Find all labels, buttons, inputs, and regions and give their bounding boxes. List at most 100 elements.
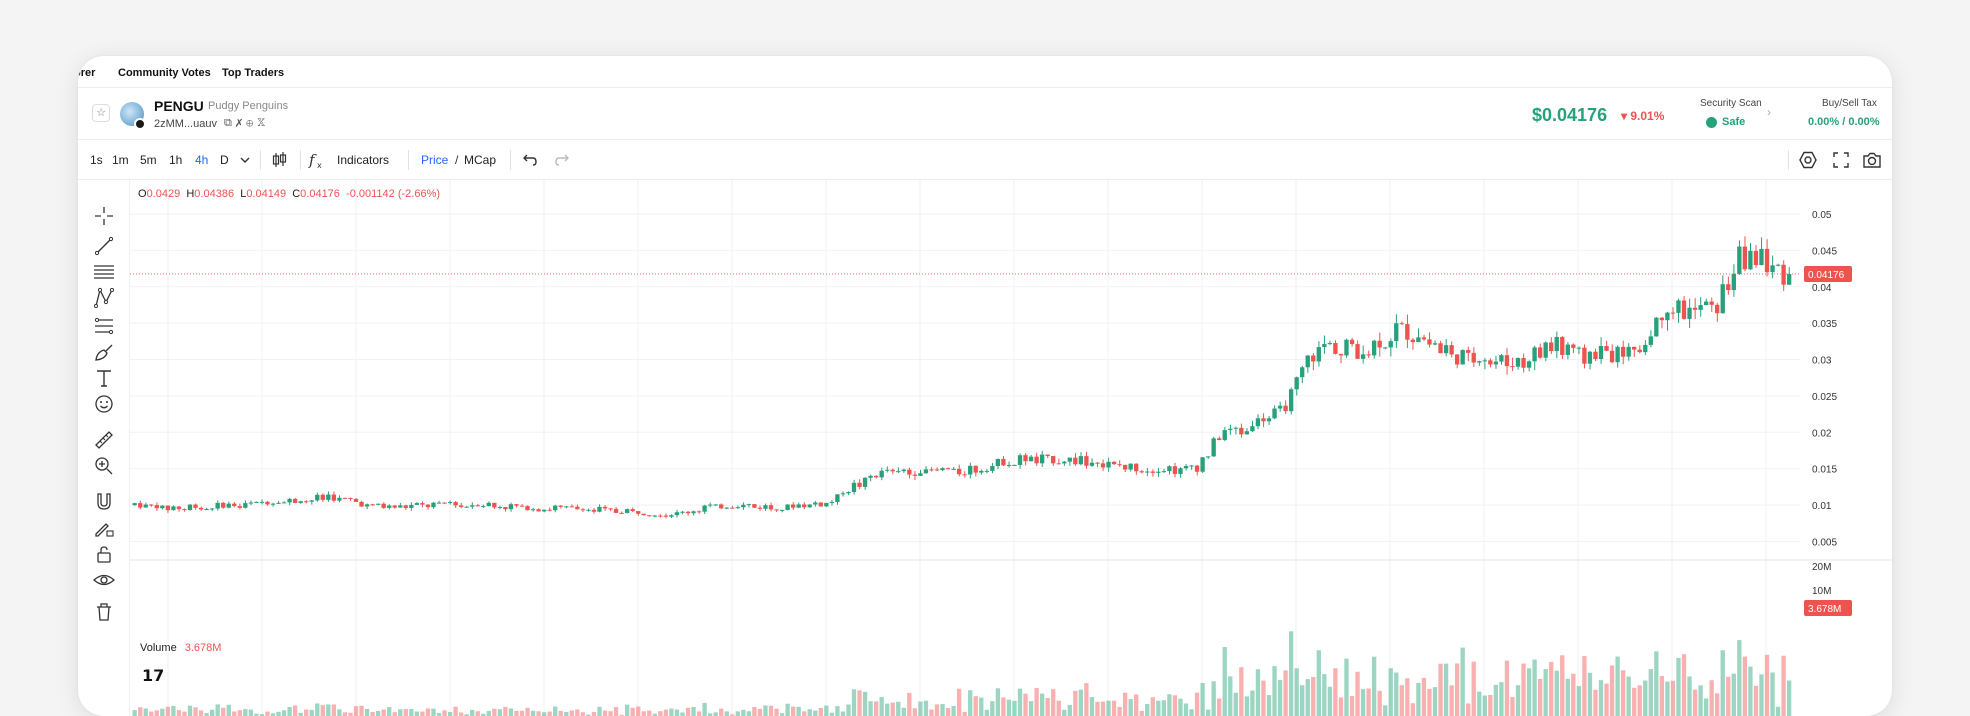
candle-body [691,511,696,514]
volume-bar [1571,673,1576,716]
website-icon[interactable]: ⊕ [246,117,258,129]
volume-bar [1432,687,1438,716]
candle-body [519,505,525,507]
tab-top-traders[interactable]: Top Traders [222,67,285,79]
interval-1s[interactable]: 1s [90,153,103,167]
candle-body [1388,341,1393,348]
candle-body [602,506,608,509]
candle-body [1781,264,1786,285]
price-axis[interactable]: 0.05 0.045 0.04 0.035 0.03 0.025 0.02 0.015 0.01… [1812,210,1837,548]
candle-body [862,477,868,487]
candle-body [315,494,320,501]
candle-body [1100,463,1106,468]
undo-icon[interactable] [518,149,540,171]
volume-bar [541,712,547,716]
interval-1m[interactable]: 1m [112,153,129,167]
trend-line-icon[interactable] [92,234,116,258]
redo-icon[interactable] [552,149,574,171]
candle-body [226,503,231,508]
ruler-icon[interactable] [92,428,116,452]
eye-icon[interactable] [92,568,116,592]
brush-icon[interactable] [92,340,116,364]
magnet-icon[interactable] [92,490,116,514]
volume-bar [796,706,801,716]
volume-bar [1128,699,1133,716]
chevron-right-icon[interactable]: › [1767,105,1771,119]
favorite-star-icon[interactable]: ☆ [92,104,110,122]
trash-icon[interactable] [92,600,116,624]
price-chart[interactable]: 0.05 0.045 0.04 0.035 0.03 0.025 0.02 0.015 0.01… [130,180,1892,716]
interval-1h[interactable]: 1h [169,153,183,167]
candle-body [1620,346,1626,357]
candle-body [1283,405,1288,412]
candle-body [1117,464,1122,466]
volume-bar [1665,681,1670,716]
text-icon[interactable] [92,366,116,390]
volume-bar [763,705,768,716]
candle-body [1316,347,1321,362]
volume-bar [1515,685,1521,716]
volume-bar [1443,663,1449,716]
y-tick-label: 0.03 [1812,356,1832,367]
function-icon[interactable]: f x [306,149,328,171]
volume-bar [641,711,646,716]
token-address[interactable]: 2zMM...uauv [154,118,217,130]
chevron-down-icon[interactable] [234,149,256,171]
indicators-button[interactable]: Indicators [337,153,390,167]
svg-text:f: f [308,151,317,169]
emoji-icon[interactable] [92,392,116,416]
interval-d[interactable]: D [220,153,229,167]
volume-bar [1510,696,1515,716]
svg-text:x: x [317,161,322,170]
interval-4h[interactable]: 4h [195,153,209,167]
volume-bar [1676,657,1681,716]
volume-bar [1283,670,1288,716]
x-icon[interactable]: 𝕏 [257,117,270,129]
volume-bar [326,704,331,716]
fullscreen-icon[interactable] [1830,149,1852,171]
volume-bar [353,706,359,716]
lock-icon[interactable] [92,542,116,566]
volume-bar [1482,695,1487,716]
copy-icon[interactable]: ⧉ [224,117,236,129]
crosshair-icon[interactable] [92,204,116,228]
volume-bar [1493,684,1499,716]
volume-bar [1233,692,1238,716]
horizontal-lines-icon[interactable] [92,260,116,284]
candle-body [796,504,801,508]
volume-bar [536,711,541,716]
volume-bar [1344,658,1349,716]
tab-community-votes[interactable]: Community Votes [118,67,211,79]
camera-icon[interactable] [1861,149,1883,171]
price-toggle[interactable]: Price [421,153,449,167]
volume-bar [757,708,763,716]
candle-body [1128,463,1133,470]
pencil-lock-icon[interactable] [92,516,116,540]
candle-body [348,497,353,499]
candle-body [907,469,912,475]
volume-axis: 20M 10M [1812,562,1831,597]
pattern-icon[interactable] [92,286,116,310]
volume-bar [1294,668,1299,716]
y-tick-label: 0.01 [1812,501,1832,512]
settings-icon[interactable] [1797,149,1819,171]
candle-body [1560,336,1565,355]
interval-5m[interactable]: 5m [140,153,157,167]
fib-retracement-icon[interactable] [92,314,116,338]
tab-explorer[interactable]: orer [78,67,96,79]
volume-bar [1720,650,1725,716]
volume-bar [1670,680,1676,716]
security-scan-label[interactable]: Security Scan [1700,98,1762,109]
candle-body [541,509,547,512]
tradingview-logo[interactable]: 𝟭𝟳 [142,668,165,685]
candle-body [1222,430,1227,441]
volume-bar [1759,674,1764,716]
candles-icon[interactable] [268,149,290,171]
zoom-in-icon[interactable] [92,454,116,478]
candle-body [652,515,657,517]
twitter-search-icon[interactable]: ✗ [235,117,247,129]
mcap-toggle[interactable]: MCap [464,153,497,167]
candle-body [1477,361,1482,363]
candle-body [1493,361,1499,365]
volume-bar [215,704,220,716]
